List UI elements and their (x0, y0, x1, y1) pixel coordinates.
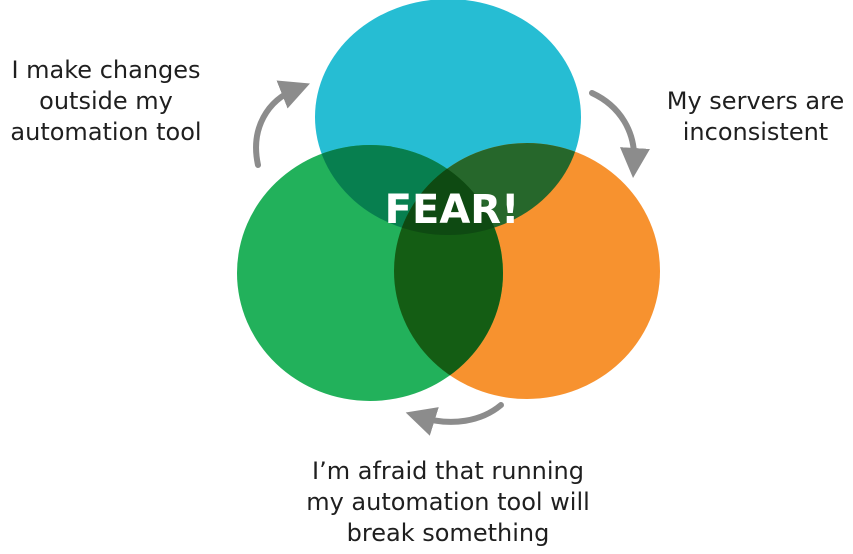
caption-left-line: automation tool (10, 118, 202, 146)
arrow-bottom-left-icon (405, 402, 504, 436)
overlap-center (394, 145, 503, 235)
caption-bottom: I’m afraid that running my automation to… (278, 456, 618, 549)
caption-right: My servers are inconsistent (658, 86, 853, 148)
caption-left: I make changes outside my automation too… (0, 55, 212, 148)
caption-right-line: inconsistent (682, 118, 829, 146)
center-label: FEAR! (385, 187, 520, 233)
caption-left-line: outside my (39, 87, 173, 115)
caption-left-line: I make changes (11, 56, 201, 84)
arrow-left-up-icon (253, 80, 310, 168)
caption-right-line: My servers are (666, 87, 845, 115)
caption-bottom-line: I’m afraid that running (312, 457, 584, 485)
arrow-right-down-icon (589, 90, 650, 178)
caption-bottom-line: break something (346, 519, 550, 547)
caption-bottom-line: my automation tool will (306, 488, 590, 516)
